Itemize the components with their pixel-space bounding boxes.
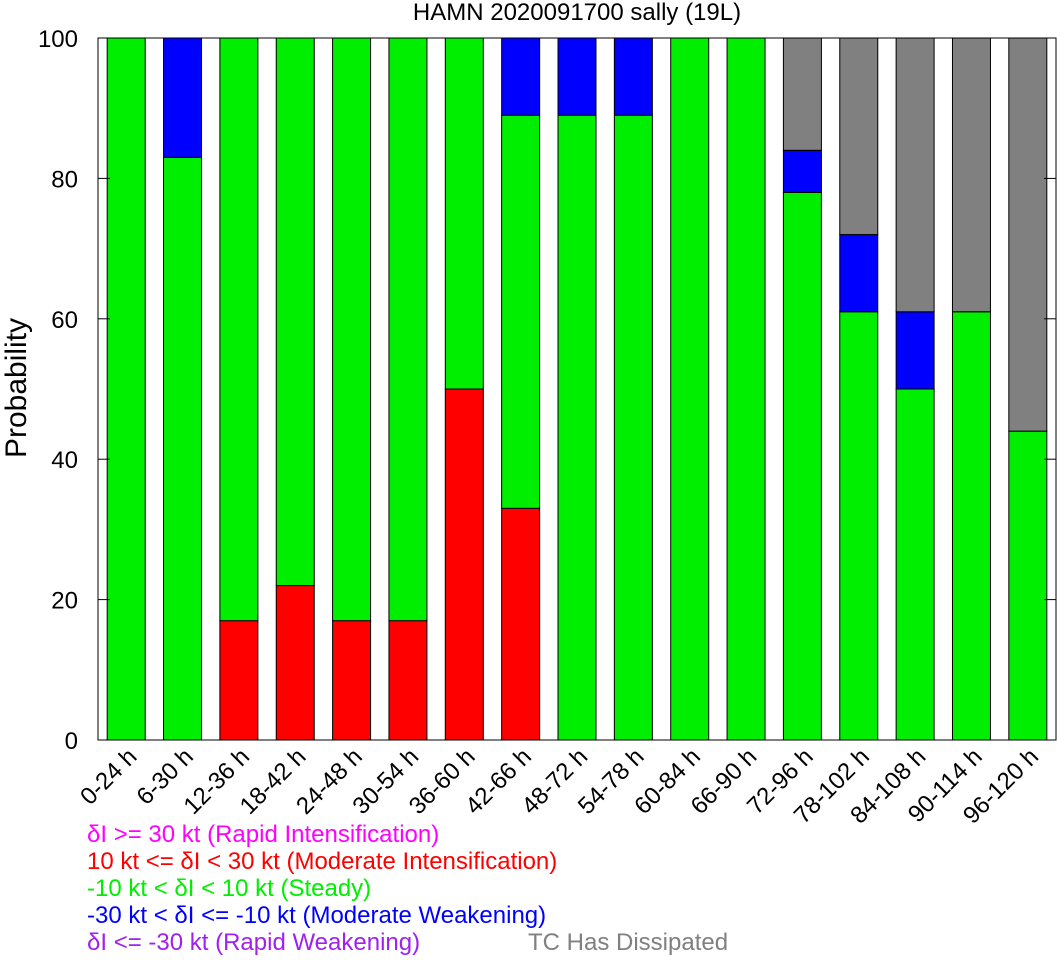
- bar-segment-13-3: [839, 234, 879, 313]
- bar-segment-14-2: [895, 388, 935, 741]
- bar-segment-8-3: [557, 37, 597, 116]
- bar-segment-3-2: [275, 37, 315, 587]
- bar-segment-11-2: [726, 37, 766, 741]
- bar-segment-1-3: [163, 37, 203, 158]
- bar-segment-12-2: [782, 191, 822, 741]
- bar-segment-6-2: [444, 37, 484, 390]
- bar-segment-7-2: [501, 114, 541, 509]
- y-tick-label-2: 40: [51, 447, 78, 474]
- bar-segment-12-5: [782, 37, 822, 151]
- bar-segment-7-3: [501, 37, 541, 116]
- bar-segment-13-2: [839, 311, 879, 741]
- y-tick-label-1: 20: [51, 588, 78, 615]
- bar-segment-9-3: [613, 37, 653, 116]
- plot-frame: [97, 37, 1057, 741]
- legend-entry-3: -30 kt < δI <= -10 kt (Moderate Weakenin…: [87, 902, 546, 929]
- bar-segment-2-2: [219, 37, 259, 622]
- bar-segment-1-2: [163, 156, 203, 741]
- y-tick-label-0: 0: [65, 728, 78, 755]
- bar-segment-8-2: [557, 114, 597, 741]
- legend-entry-5: TC Has Dissipated: [528, 929, 728, 956]
- bar-group: [106, 37, 1048, 741]
- x-axis-ticks: 0-24 h6-30 h12-36 h18-42 h24-48 h30-54 h…: [75, 743, 1044, 829]
- y-tick-label-3: 60: [51, 307, 78, 334]
- y-tick-label-4: 80: [51, 166, 78, 193]
- bar-segment-12-3: [782, 149, 822, 193]
- bar-segment-16-5: [1008, 37, 1048, 432]
- bar-segment-5-1: [388, 620, 428, 741]
- y-axis-label: Probability: [0, 318, 33, 458]
- bar-segment-13-5: [839, 37, 879, 236]
- bar-segment-9-2: [613, 114, 653, 741]
- y-tick-label-5: 100: [38, 26, 78, 53]
- bar-segment-6-1: [444, 388, 484, 741]
- legend-entry-1: 10 kt <= δI < 30 kt (Moderate Intensific…: [87, 848, 557, 875]
- bar-segment-2-1: [219, 620, 259, 741]
- bar-segment-15-2: [951, 311, 991, 741]
- bar-segment-5-2: [388, 37, 428, 622]
- bar-segment-0-2: [106, 37, 146, 741]
- bar-segment-15-5: [951, 37, 991, 313]
- legend-entry-2: -10 kt < δI < 10 kt (Steady): [87, 875, 371, 902]
- bar-segment-14-5: [895, 37, 935, 313]
- bar-segment-7-1: [501, 507, 541, 741]
- x-tick-label-0: 0-24 h: [75, 743, 142, 810]
- bar-segment-4-2: [332, 37, 372, 622]
- bar-segment-3-1: [275, 585, 315, 741]
- bar-segment-16-2: [1008, 430, 1048, 741]
- bar-segment-4-1: [332, 620, 372, 741]
- legend-entry-0: δI >= 30 kt (Rapid Intensification): [87, 821, 439, 848]
- chart-title: HAMN 2020091700 sally (19L): [413, 0, 741, 26]
- legend: δI >= 30 kt (Rapid Intensification)10 kt…: [87, 821, 728, 956]
- y-axis-ticks: 0 20 40 60 80 100: [38, 26, 1056, 755]
- legend-entry-4: δI <= -30 kt (Rapid Weakening): [87, 929, 420, 956]
- bar-segment-14-3: [895, 311, 935, 390]
- bar-segment-10-2: [670, 37, 710, 741]
